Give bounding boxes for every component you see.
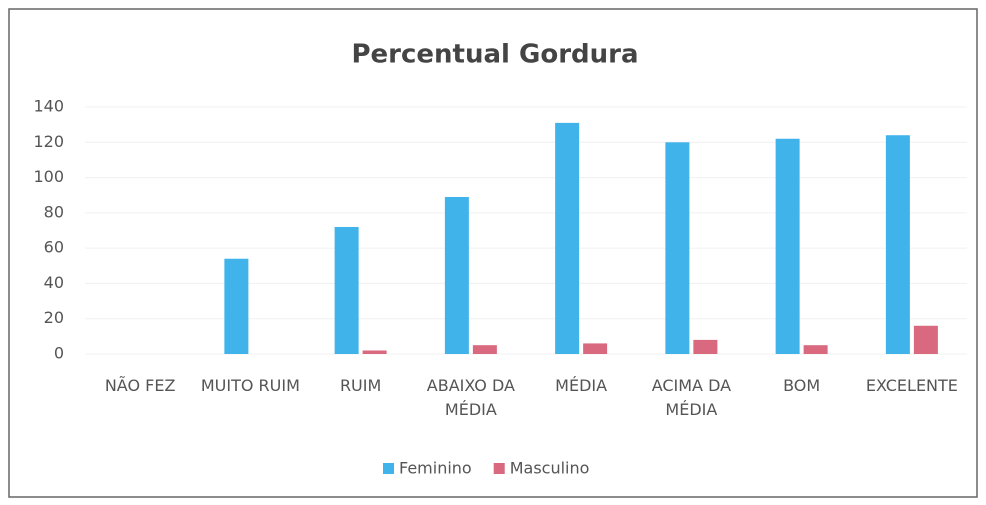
y-tick-label: 140 <box>33 97 64 116</box>
bar <box>885 135 910 354</box>
legend-swatch <box>383 463 394 474</box>
y-tick-label: 120 <box>33 132 64 151</box>
bar <box>775 138 800 354</box>
legend-label: Feminino <box>399 459 472 478</box>
x-tick-label: ACIMA DA MÉDIA <box>651 376 732 419</box>
x-tick-label: BOM <box>783 376 821 395</box>
y-tick-label: 40 <box>44 273 64 292</box>
bar <box>472 345 497 354</box>
x-tick-label: ABAIXO DA MÉDIA <box>426 376 515 419</box>
bar <box>693 339 718 354</box>
legend-label: Masculino <box>510 459 590 478</box>
y-tick-label: 0 <box>54 344 64 363</box>
chart-border <box>8 8 978 498</box>
bar <box>224 258 249 354</box>
chart-title: Percentual Gordura <box>351 40 638 70</box>
y-tick-label: 20 <box>44 308 64 327</box>
y-tick-label: 60 <box>44 238 64 257</box>
x-tick-label: EXCELENTE <box>865 376 958 395</box>
x-tick-label: RUIM <box>339 376 382 395</box>
legend-swatch <box>493 463 505 474</box>
x-tick-label: MUITO RUIM <box>200 376 300 395</box>
bar <box>334 226 359 354</box>
bar <box>583 343 608 354</box>
y-tick-label: 100 <box>33 167 64 186</box>
bar <box>555 122 580 354</box>
x-tick-label: NÃO FEZ <box>104 376 176 395</box>
bar <box>444 196 469 354</box>
bar <box>362 350 387 354</box>
bar <box>913 325 938 354</box>
bar <box>665 142 690 354</box>
x-tick-label: MÉDIA <box>555 376 608 395</box>
bar <box>803 345 828 354</box>
y-tick-label: 80 <box>44 202 64 221</box>
